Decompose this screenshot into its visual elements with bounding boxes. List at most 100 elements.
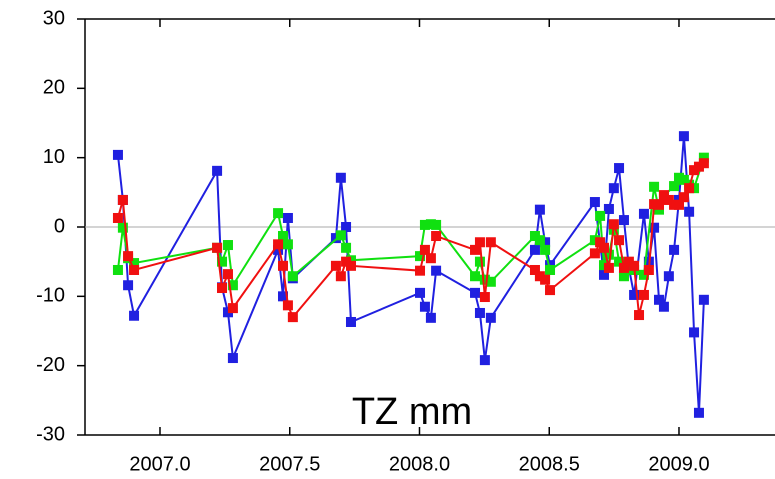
point bbox=[123, 251, 134, 262]
y-tick-label: 30 bbox=[43, 7, 65, 29]
point bbox=[614, 256, 625, 267]
point bbox=[273, 244, 284, 255]
point bbox=[335, 172, 346, 183]
point bbox=[608, 219, 619, 230]
point bbox=[634, 310, 645, 321]
x-tick-label: 2009.0 bbox=[648, 453, 709, 475]
x-tick-label: 2008.5 bbox=[519, 453, 580, 475]
point bbox=[345, 316, 356, 327]
point bbox=[222, 269, 233, 280]
point bbox=[470, 244, 481, 255]
point bbox=[595, 210, 606, 221]
x-tick-label: 2008.0 bbox=[389, 453, 450, 475]
point bbox=[643, 264, 654, 275]
point bbox=[678, 131, 689, 142]
point bbox=[415, 265, 426, 276]
point bbox=[112, 212, 123, 223]
point bbox=[534, 271, 545, 282]
point bbox=[345, 260, 356, 271]
x-tick-label: 2007.5 bbox=[259, 453, 320, 475]
point bbox=[603, 262, 614, 273]
point bbox=[618, 262, 629, 273]
point bbox=[608, 183, 619, 194]
point bbox=[698, 158, 709, 169]
point bbox=[629, 260, 640, 271]
point bbox=[282, 300, 293, 311]
point bbox=[117, 222, 128, 233]
annotation: TZ mm bbox=[352, 391, 472, 433]
point bbox=[425, 253, 436, 264]
y-tick-label: -30 bbox=[36, 423, 65, 445]
x-tick-label: 2007.0 bbox=[129, 453, 190, 475]
point bbox=[669, 244, 680, 255]
point bbox=[540, 274, 551, 285]
point bbox=[431, 219, 442, 230]
point bbox=[425, 219, 436, 230]
point bbox=[415, 287, 426, 298]
point bbox=[684, 183, 695, 194]
point bbox=[273, 208, 284, 219]
point bbox=[623, 256, 634, 267]
point bbox=[529, 264, 540, 275]
point bbox=[117, 194, 128, 205]
point bbox=[598, 269, 609, 280]
point bbox=[335, 271, 346, 282]
point bbox=[654, 199, 665, 210]
point bbox=[649, 222, 660, 233]
point bbox=[673, 199, 684, 210]
point bbox=[227, 353, 238, 364]
point bbox=[678, 192, 689, 203]
point bbox=[277, 260, 288, 271]
point bbox=[474, 307, 485, 318]
point bbox=[663, 194, 674, 205]
point bbox=[212, 242, 223, 253]
point bbox=[287, 271, 298, 282]
point bbox=[589, 235, 600, 246]
point bbox=[540, 237, 551, 248]
point bbox=[603, 203, 614, 214]
point bbox=[598, 242, 609, 253]
point bbox=[684, 206, 695, 217]
point bbox=[589, 197, 600, 208]
point bbox=[618, 271, 629, 282]
point bbox=[485, 237, 496, 248]
point bbox=[589, 248, 600, 259]
point bbox=[618, 215, 629, 226]
point bbox=[112, 149, 123, 160]
point bbox=[341, 222, 352, 232]
point bbox=[123, 280, 134, 291]
point bbox=[479, 355, 490, 366]
point bbox=[129, 310, 140, 321]
point bbox=[227, 280, 238, 291]
point bbox=[431, 231, 442, 242]
y-tick-label: 0 bbox=[54, 215, 65, 237]
point bbox=[330, 260, 341, 271]
point bbox=[419, 244, 430, 255]
point bbox=[545, 285, 556, 296]
point bbox=[470, 271, 481, 282]
point bbox=[227, 303, 238, 314]
point bbox=[129, 264, 140, 275]
point bbox=[638, 208, 649, 219]
point bbox=[212, 165, 223, 176]
point bbox=[287, 312, 298, 323]
point bbox=[277, 291, 288, 302]
y-tick-label: -10 bbox=[36, 285, 65, 307]
point bbox=[698, 294, 709, 305]
point bbox=[485, 276, 496, 287]
point bbox=[474, 256, 485, 267]
point bbox=[474, 237, 485, 248]
y-tick-label: 20 bbox=[43, 77, 65, 99]
point bbox=[614, 163, 625, 174]
point bbox=[129, 258, 140, 269]
y-tick-label: 10 bbox=[43, 146, 65, 168]
point bbox=[689, 327, 700, 338]
point bbox=[112, 264, 123, 275]
point bbox=[479, 274, 490, 285]
series-line bbox=[116, 136, 705, 413]
point bbox=[222, 240, 233, 251]
point bbox=[217, 283, 228, 294]
point bbox=[693, 407, 704, 418]
point bbox=[698, 152, 709, 163]
point bbox=[425, 312, 436, 323]
